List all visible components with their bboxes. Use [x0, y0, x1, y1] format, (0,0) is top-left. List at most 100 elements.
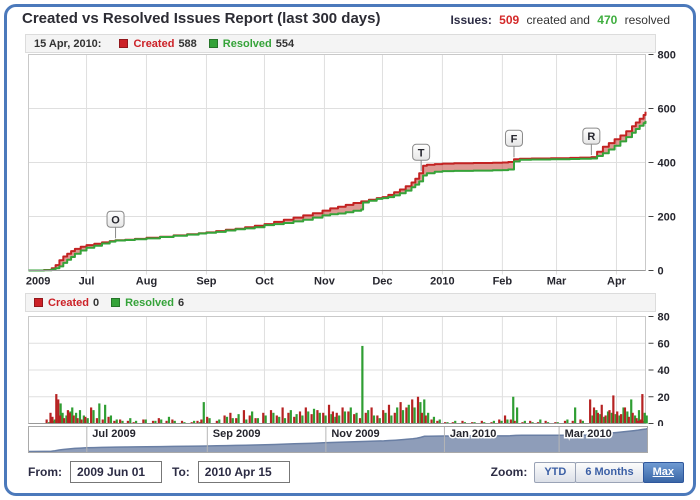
created-bar: [119, 419, 122, 424]
resolved-bar: [75, 412, 78, 424]
svg-text:Mar 2010: Mar 2010: [565, 428, 612, 440]
created-bar: [101, 419, 104, 424]
created-bar: [405, 407, 408, 424]
resolved-bar: [637, 410, 641, 424]
legend-created-label[interactable]: Created: [133, 37, 175, 50]
created-bar: [215, 420, 218, 424]
svg-text:Mar: Mar: [547, 276, 567, 288]
svg-text:Sep 2009: Sep 2009: [213, 428, 261, 440]
daily-resolved-label[interactable]: Resolved: [125, 296, 175, 309]
resolved-bar: [539, 419, 542, 424]
created-bar: [370, 407, 373, 424]
svg-text:2009: 2009: [26, 276, 50, 288]
resolved-bar: [202, 402, 205, 424]
resolved-bar: [512, 396, 515, 424]
resolved-bar: [173, 420, 176, 424]
svg-text:Jan 2010: Jan 2010: [450, 428, 496, 440]
zoom-6months-button[interactable]: 6 Months: [575, 461, 644, 483]
svg-text:2010: 2010: [430, 276, 454, 288]
created-bar: [509, 419, 512, 424]
resolved-bar: [427, 412, 430, 424]
created-bar: [623, 407, 627, 424]
created-bar: [248, 415, 251, 424]
resolved-bar: [618, 415, 621, 424]
created-bar: [171, 419, 174, 424]
svg-text:20: 20: [658, 392, 670, 404]
resolved-bar: [516, 407, 519, 424]
created-bar: [59, 415, 62, 424]
daily-bars-chart[interactable]: 0 20 40 60 80: [0, 313, 700, 426]
zoom-ytd-button[interactable]: YTD: [534, 461, 577, 483]
created-bar: [490, 422, 493, 424]
created-bar: [544, 420, 547, 424]
resolved-bar: [167, 416, 171, 424]
created-bar: [358, 418, 362, 424]
svg-text:O: O: [111, 214, 120, 226]
created-bar: [335, 412, 338, 424]
legend-resolved-label[interactable]: Resolved: [222, 37, 272, 50]
svg-text:Apr: Apr: [607, 276, 627, 288]
created-bar: [157, 418, 160, 424]
svg-text:Oct: Oct: [255, 276, 274, 288]
created-bar: [151, 420, 155, 424]
resolved-bar: [343, 411, 347, 424]
svg-text:Jul 2009: Jul 2009: [92, 428, 135, 440]
created-resolved-band: [28, 111, 646, 271]
resolved-bar: [338, 415, 341, 424]
created-bar: [327, 404, 331, 424]
resolved-bar: [645, 415, 648, 424]
event-marker-R: R: [582, 127, 601, 156]
created-bar: [430, 419, 433, 424]
resolved-bar: [264, 415, 267, 424]
resolved-bar: [251, 411, 254, 424]
svg-text:Dec: Dec: [372, 276, 392, 288]
created-line: [28, 111, 647, 272]
created-bar: [84, 416, 87, 424]
resolved-bar: [231, 418, 234, 424]
resolved-bar: [454, 420, 457, 424]
resolved-bar: [566, 419, 569, 424]
daily-chart-legend: Created 0 Resolved 6: [25, 293, 656, 312]
resolved-bar: [401, 410, 405, 424]
created-bar: [364, 412, 367, 424]
resolved-bar: [65, 415, 68, 424]
created-bar: [399, 402, 402, 424]
resolved-bar: [367, 410, 370, 424]
created-swatch-icon: [34, 298, 43, 307]
created-bar: [223, 415, 226, 424]
resolved-bar: [307, 411, 310, 424]
created-bar: [107, 416, 110, 424]
created-bar: [616, 411, 619, 424]
resolved-bar: [272, 412, 275, 424]
to-label: To:: [172, 465, 190, 479]
created-bar: [62, 418, 66, 424]
resolved-bar: [378, 418, 381, 424]
to-date-input[interactable]: [197, 461, 290, 483]
created-bar: [322, 412, 325, 424]
daily-created-label[interactable]: Created: [48, 296, 89, 309]
resolved-bar: [129, 418, 132, 424]
zoom-max-button[interactable]: Max: [642, 461, 684, 483]
created-bar: [262, 412, 265, 424]
created-bar: [331, 411, 334, 424]
created-bar: [608, 410, 611, 424]
created-bar: [68, 412, 71, 424]
main-cumulative-chart[interactable]: O T F R 0 200 400 600 800 2009 Jul Aug Sep Oct Nov Dec 2…: [0, 46, 700, 292]
resolved-bar: [546, 422, 550, 424]
issues-label: Issues:: [450, 13, 492, 27]
created-bar: [316, 410, 319, 424]
created-bar: [242, 410, 246, 424]
created-bar: [229, 412, 232, 424]
resolved-bar: [154, 420, 157, 424]
from-date-input[interactable]: [70, 461, 162, 483]
created-bar: [80, 419, 83, 424]
resolved-bar: [208, 418, 211, 424]
resolved-bar: [423, 399, 426, 424]
resolved-bar: [218, 419, 221, 424]
resolved-bar: [47, 422, 51, 424]
svg-text:60: 60: [658, 338, 670, 350]
created-bar: [641, 394, 644, 424]
resolved-bar: [390, 415, 393, 424]
timeline-scrubber[interactable]: Jul 2009 Sep 2009 Nov 2009 Jan 2010 Mar 2010: [28, 426, 648, 453]
